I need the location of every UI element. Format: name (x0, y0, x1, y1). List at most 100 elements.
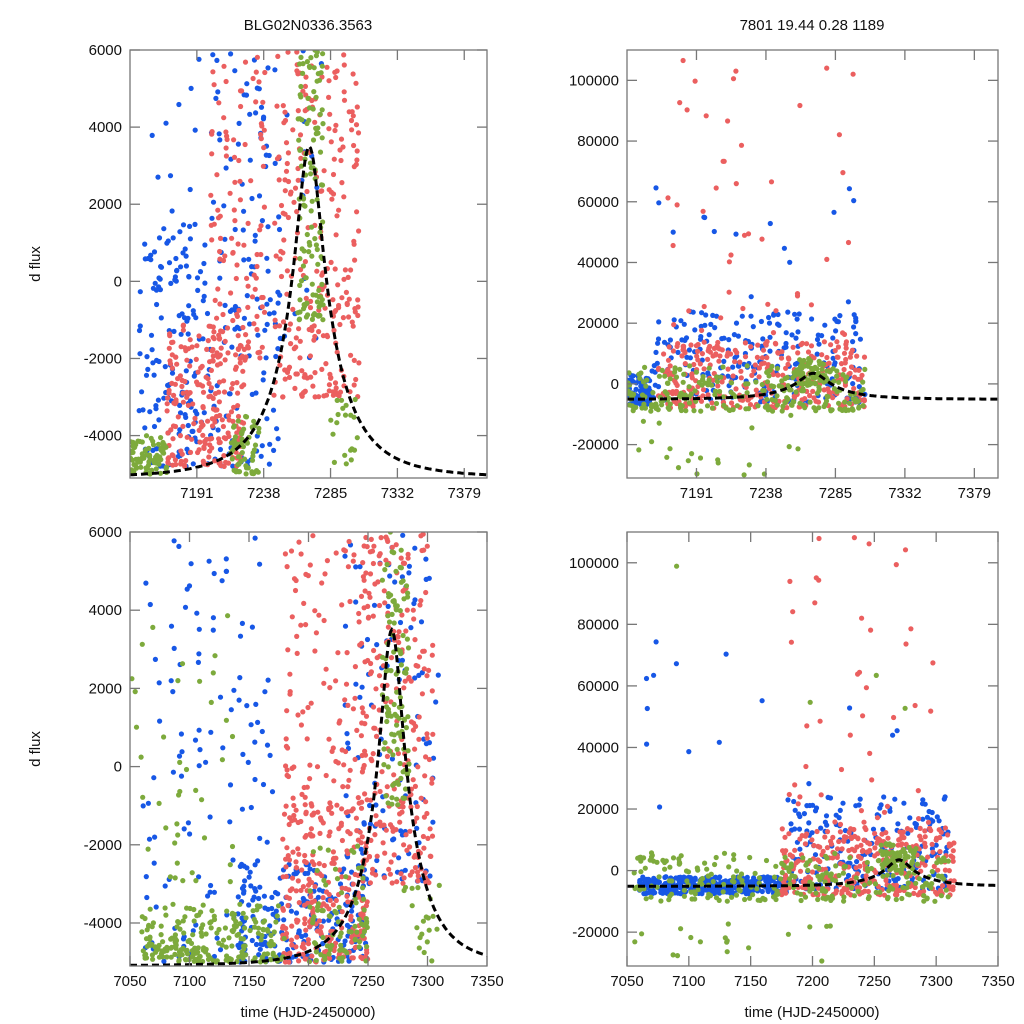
data-point-green (229, 733, 236, 740)
data-point-red (797, 868, 804, 874)
data-point-red (215, 207, 221, 213)
x-tick-label: 7332 (888, 485, 921, 502)
data-point-red (400, 880, 406, 886)
panel-top-right: 7191 7238 7285 7332 7379-2000002000040000600… (569, 49, 999, 502)
data-point-blue (191, 373, 197, 379)
data-point-blue (223, 165, 229, 171)
data-point-green (339, 955, 346, 961)
data-point-red (797, 794, 803, 800)
data-point-blue (178, 773, 185, 779)
data-point-blue (792, 361, 799, 367)
data-point-red (879, 831, 885, 837)
data-point-blue (796, 826, 803, 832)
data-point-green (656, 874, 662, 880)
data-point-green (201, 835, 208, 841)
data-point-green (329, 942, 335, 949)
data-point-red (842, 382, 849, 388)
data-point-green (319, 135, 325, 141)
data-point-green (142, 447, 148, 454)
x-tick-label: 7191 (180, 485, 213, 502)
data-point-green (304, 231, 310, 238)
data-point-green (386, 619, 393, 625)
data-point-green (356, 916, 362, 922)
data-point-blue (708, 321, 714, 327)
data-point-green (391, 620, 397, 626)
data-point-green (150, 624, 156, 631)
data-point-green (390, 782, 396, 788)
data-point-red (824, 65, 830, 71)
data-point-red (861, 837, 867, 843)
data-point-red (363, 534, 369, 541)
data-point-red (836, 132, 843, 138)
data-point-red (795, 801, 801, 807)
data-point-blue (364, 636, 371, 643)
data-point-red (274, 103, 280, 109)
data-point-blue (197, 747, 203, 753)
data-point-red (304, 736, 310, 742)
data-point-red (689, 371, 695, 377)
data-point-blue (847, 705, 853, 711)
data-point-red (216, 100, 222, 106)
data-point-red (349, 319, 355, 325)
data-point-blue (266, 311, 273, 317)
data-point-red (413, 723, 419, 730)
data-point-blue (656, 319, 662, 325)
data-point-blue (270, 911, 276, 917)
data-point-blue (252, 739, 258, 745)
data-point-blue (239, 915, 245, 921)
data-point-red (347, 598, 353, 605)
data-point-green (208, 699, 214, 706)
data-point-blue (265, 224, 271, 230)
data-point-blue (275, 891, 281, 897)
data-point-blue (750, 878, 756, 884)
data-point-blue (195, 659, 201, 666)
data-point-blue (183, 414, 189, 420)
data-point-red (828, 841, 835, 847)
data-point-red (931, 863, 937, 870)
data-point-red (716, 358, 722, 364)
data-point-green (236, 461, 242, 467)
data-point-blue (818, 825, 824, 831)
x-tick-label: 7285 (314, 485, 347, 502)
data-point-blue (264, 321, 270, 327)
data-point-red (367, 549, 373, 555)
data-point-blue (430, 819, 436, 825)
data-point-blue (237, 863, 243, 870)
data-point-green (904, 885, 910, 891)
data-point-blue (703, 312, 709, 318)
data-point-red (287, 321, 293, 327)
data-point-red (350, 323, 356, 329)
data-point-red (211, 329, 217, 335)
data-point-red (323, 666, 329, 672)
data-point-red (259, 304, 265, 310)
data-point-red (775, 372, 781, 378)
data-point-green (656, 373, 663, 379)
data-point-green (397, 760, 403, 767)
data-point-blue (837, 807, 843, 814)
data-point-blue (830, 355, 836, 361)
data-point-green (298, 278, 305, 284)
data-point-blue (831, 209, 837, 215)
data-point-green (668, 891, 675, 897)
data-point-blue (267, 297, 273, 303)
data-point-blue (247, 869, 253, 875)
data-point-green (338, 942, 344, 948)
data-point-red (223, 129, 229, 135)
data-point-red (168, 427, 174, 433)
data-point-red (351, 142, 357, 149)
data-point-blue (255, 332, 261, 338)
series-green (627, 356, 868, 478)
model-curve (627, 371, 998, 401)
data-point-red (925, 854, 931, 860)
data-point-red (839, 846, 845, 852)
data-point-red (169, 352, 175, 358)
data-point-red (209, 423, 216, 429)
data-point-red (316, 861, 322, 867)
data-point-red (199, 383, 206, 389)
data-point-green (298, 54, 304, 61)
data-point-blue (792, 311, 798, 317)
data-point-red (316, 394, 322, 400)
data-point-red (235, 390, 241, 396)
data-point-red (726, 259, 733, 265)
data-point-red (412, 746, 418, 752)
